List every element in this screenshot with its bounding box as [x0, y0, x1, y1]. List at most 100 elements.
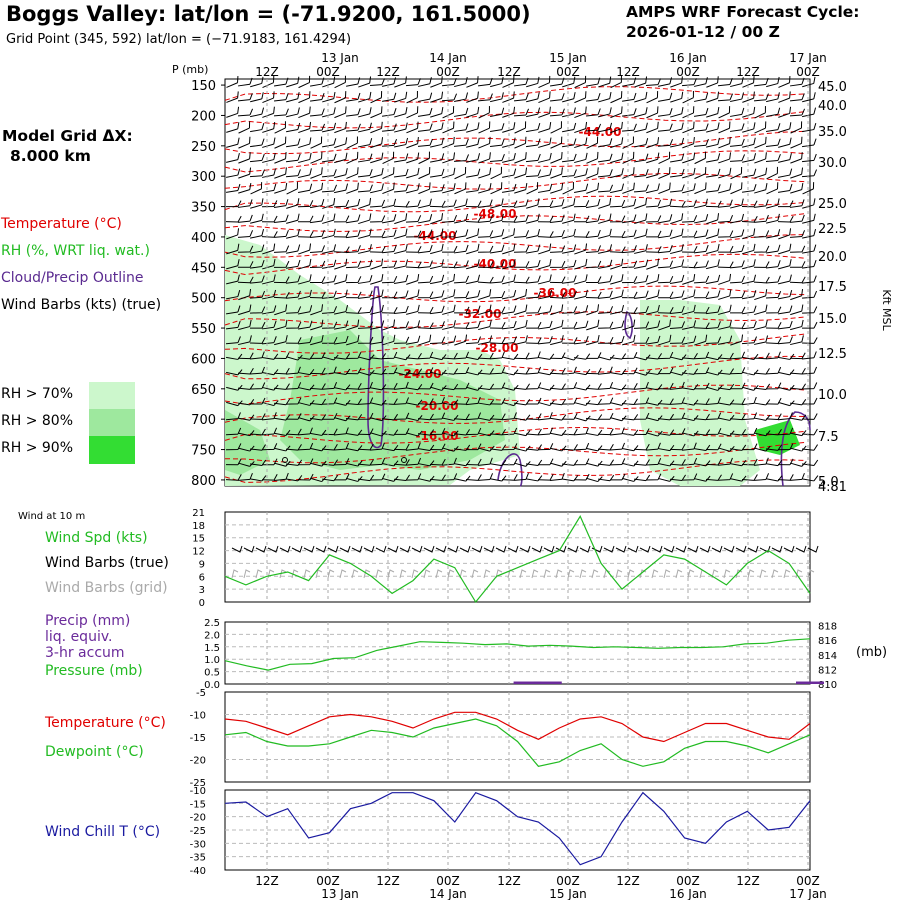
wind-barb-shaft: [609, 246, 626, 253]
wind-barb-shaft: [358, 197, 372, 210]
wind-barb-shaft: [669, 459, 686, 466]
wind-barb-shaft: [405, 215, 422, 223]
wind-barb-shaft: [310, 198, 325, 209]
wind-barb-shaft: [513, 367, 530, 375]
wind-barb-shaft: [226, 153, 240, 163]
wind-barb: [489, 413, 506, 421]
wind-barb: [454, 229, 469, 239]
wind-barb-shaft: [345, 398, 362, 406]
wind-barb: [669, 474, 686, 482]
wind-barb: [693, 382, 710, 390]
wind-barb: [574, 75, 587, 89]
model-grid-dx: Model Grid ΔX: 8.000 km: [2, 126, 133, 166]
wind-barb: [382, 475, 399, 482]
wind-barb-shaft: [765, 306, 782, 314]
surface-wind-barb: [495, 545, 507, 553]
wind-barb-shaft: [502, 243, 516, 255]
wind-barb-shaft: [249, 153, 265, 163]
wind-barb-shaft: [754, 304, 768, 316]
wind-barb: [382, 92, 397, 102]
wind-barb-shaft: [574, 106, 587, 119]
wind-barb-shaft: [778, 274, 792, 285]
wind-barb-shaft: [610, 121, 623, 134]
wind-barb-shaft: [597, 306, 614, 314]
legend-rh: RH (%, WRT liq. wat.): [1, 243, 150, 259]
wind-barb-shaft: [790, 136, 803, 149]
wind-barb-shaft: [274, 182, 288, 194]
wind-barb-shaft: [549, 352, 566, 360]
wind-barb-shaft: [598, 336, 614, 344]
wind-barb: [609, 199, 626, 208]
wind-barb: [753, 77, 769, 87]
wind-barb-shaft: [717, 230, 734, 238]
wind-barb-shaft: [249, 306, 266, 314]
wind-barb: [669, 305, 685, 315]
wind-barb-shaft: [309, 229, 325, 239]
wind-barb-shaft: [406, 183, 420, 194]
wind-barb: [574, 243, 588, 255]
wind-barb: [550, 182, 564, 194]
wind-barb-shaft: [490, 213, 504, 224]
wind-barb-shaft: [262, 243, 276, 255]
wind-barb-shaft: [286, 244, 301, 254]
wind-barb: [334, 384, 351, 391]
wind-barb-shaft: [670, 91, 684, 103]
wind-barb-shaft: [790, 304, 804, 316]
wind-barb-shaft: [442, 121, 455, 134]
wind-barb-shaft: [777, 215, 794, 223]
wind-barb: [249, 259, 265, 269]
wind-barb: [490, 198, 504, 209]
wind-barb-shaft: [682, 152, 696, 164]
wind-barb: [621, 92, 637, 102]
precip-tick-label: 1.5: [204, 643, 220, 654]
wind-barb: [226, 384, 243, 391]
wind-barb-shaft: [429, 397, 445, 406]
wind-barb: [513, 383, 530, 390]
wind-barb: [658, 214, 673, 224]
wind-barb: [681, 352, 698, 360]
wind-barb: [718, 304, 732, 315]
wind-barb: [549, 352, 566, 360]
wind-barb: [405, 215, 422, 223]
wind-barb: [790, 335, 804, 346]
surface-wind-barb: [615, 545, 627, 553]
wind-barb-shaft: [478, 319, 492, 331]
temperature-isotherm: [224, 459, 806, 483]
model-grid-value: 8.000 km: [10, 147, 91, 165]
wind-barb: [322, 91, 336, 103]
wind-barb-shaft: [778, 168, 793, 178]
wind-barb: [646, 399, 663, 406]
pressure-tick-label: 150: [191, 79, 216, 94]
wind-barb: [622, 445, 639, 452]
wind-barb: [693, 229, 709, 239]
grid-wind-barb: [267, 569, 275, 579]
wind-barb: [393, 336, 410, 344]
wind-barb: [562, 92, 576, 103]
wind-barb: [441, 352, 458, 360]
wind-barb: [741, 184, 757, 193]
wind-barb: [465, 336, 482, 345]
wind-barb: [718, 430, 735, 437]
wind-barb-shaft: [550, 152, 563, 164]
wind-barb: [237, 199, 253, 208]
wind-barb-shaft: [646, 230, 662, 238]
wind-barb-shaft: [225, 458, 242, 466]
surface-wind-barb: [267, 545, 279, 553]
wind-barb-shaft: [765, 322, 782, 329]
wind-barb: [525, 351, 541, 360]
wind-barb: [513, 352, 530, 360]
wind-barb: [549, 108, 565, 117]
wind-barb: [682, 183, 696, 194]
wind-barb: [321, 321, 338, 329]
wind-barb: [345, 307, 362, 314]
wind-barb-shaft: [621, 276, 638, 284]
wind-barb-shaft: [406, 90, 418, 104]
wind-barb: [562, 244, 577, 254]
wind-barb-shaft: [321, 184, 338, 193]
wind-barb: [706, 76, 719, 88]
wind-barb: [393, 290, 409, 300]
wind-barb-shaft: [705, 474, 722, 481]
wind-barb-shaft: [645, 78, 662, 87]
wind-barb-shaft: [334, 320, 349, 330]
wind-barb-shaft: [598, 228, 612, 239]
